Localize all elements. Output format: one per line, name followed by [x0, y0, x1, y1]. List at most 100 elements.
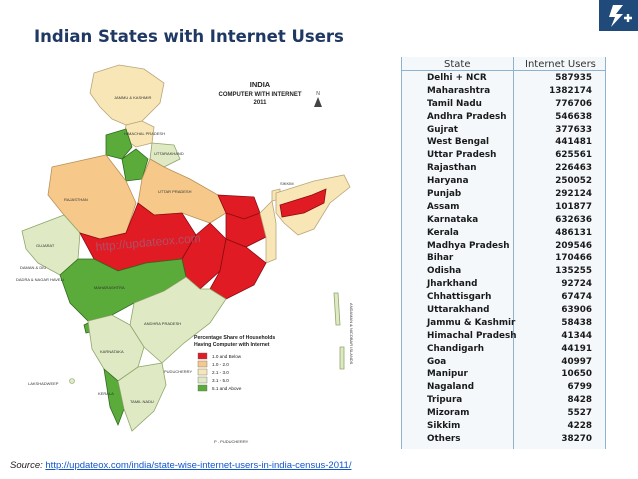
table-row: Jammu & Kashmir 58438 [401, 318, 606, 331]
table-row: Delhi + NCR 587935 [401, 73, 606, 86]
legend-label: 2.1 - 3.0 [212, 370, 229, 375]
table-row: Kerala 486131 [401, 228, 606, 241]
north-arrow-icon: N [314, 91, 322, 107]
state-name: Maharashtra [427, 85, 491, 96]
label-py: PUDUCHERRY [164, 369, 192, 374]
island-lakshadweep [69, 378, 75, 384]
table-row: Gujrat 377633 [401, 125, 606, 138]
state-name: Sikkim [427, 421, 461, 432]
table-row: Karnataka 632636 [401, 215, 606, 228]
state-name: West Bengal [427, 137, 490, 148]
label-rj: RAJASTHAN [64, 197, 88, 202]
table-row: Goa 40997 [401, 357, 606, 370]
table-row: Others 38270 [401, 434, 606, 447]
table-row: Himachal Pradesh 41344 [401, 331, 606, 344]
internet-users-count: 41344 [561, 330, 592, 341]
map-title-2: COMPUTER WITH INTERNET [219, 92, 302, 98]
internet-users-count: 250052 [555, 176, 592, 187]
label-kl: KERALA [98, 391, 114, 396]
internet-users-count: 40997 [561, 356, 592, 367]
internet-users-count: 4228 [567, 421, 592, 432]
label-ap: ANDHRA PRADESH [144, 321, 181, 326]
internet-users-count: 58438 [561, 317, 592, 328]
island-nicobar [339, 346, 345, 370]
source-line: Source: http://updateox.com/india/state-… [10, 460, 351, 471]
source-link[interactable]: http://updateox.com/india/state-wise-int… [45, 460, 352, 471]
table-row: Chhattisgarh 67474 [401, 292, 606, 305]
internet-users-count: 377633 [555, 124, 592, 135]
state-name: Punjab [427, 189, 462, 200]
state-assam [279, 188, 327, 218]
svg-text:N: N [316, 91, 320, 97]
internet-users-count: 486131 [555, 227, 592, 238]
table-row: Andhra Pradesh 546638 [401, 112, 606, 125]
table-row: Uttarakhand 63906 [401, 305, 606, 318]
brand-logo [599, 0, 638, 31]
label-gj: GUJARAT [36, 243, 55, 248]
table-row: Jharkhand 92724 [401, 279, 606, 292]
internet-users-count: 170466 [555, 253, 592, 264]
state-name: Rajasthan [427, 163, 477, 174]
state-name: Kerala [427, 227, 459, 238]
table-row: Rajasthan 226463 [401, 163, 606, 176]
internet-users-count: 226463 [555, 163, 592, 174]
header-state: State [444, 59, 471, 70]
table-row: West Bengal 441481 [401, 137, 606, 150]
internet-users-count: 67474 [561, 292, 592, 303]
table-row: Nagaland 6799 [401, 382, 606, 395]
table-row: Maharashtra 1382174 [401, 86, 606, 99]
state-name: Chhattisgarh [427, 292, 492, 303]
table-row: Sikkim 4228 [401, 421, 606, 434]
table-row: Assam 101877 [401, 202, 606, 215]
state-name: Assam [427, 201, 460, 212]
state-name: Nagaland [427, 382, 475, 393]
internet-users-count: 63906 [561, 305, 592, 316]
internet-users-count: 625561 [555, 150, 592, 161]
label-mh: MAHARASHTRA [94, 285, 125, 290]
state-name: Mizoram [427, 408, 470, 419]
legend-label: 5.1 and Above [212, 386, 242, 391]
internet-users-count: 776706 [555, 98, 592, 109]
state-kerala [103, 367, 125, 427]
state-punjab [105, 128, 133, 160]
internet-users-count: 441481 [555, 137, 592, 148]
table-row: Tamil Nadu 776706 [401, 99, 606, 112]
legend-title-1: Percentage Share of Households [194, 335, 275, 341]
label-tn: TAMIL NADU [130, 399, 154, 404]
slide-title: Indian States with Internet Users [34, 27, 344, 46]
internet-users-count: 92724 [561, 279, 592, 290]
table-row: Odisha 135255 [401, 266, 606, 279]
state-name: Andhra Pradesh [427, 111, 507, 122]
legend-swatch [197, 376, 208, 384]
internet-users-count: 44191 [561, 343, 592, 354]
internet-users-count: 587935 [555, 73, 592, 83]
label-sk: SIKKIM [280, 181, 294, 186]
internet-users-count: 209546 [555, 240, 592, 251]
legend-swatch [197, 352, 208, 360]
internet-users-count: 101877 [555, 201, 592, 212]
internet-users-count: 38270 [561, 433, 592, 444]
label-ka: KARNATAKA [100, 349, 124, 354]
table-row: Uttar Pradesh 625561 [401, 150, 606, 163]
table-row: Haryana 250052 [401, 176, 606, 189]
map-legend: Percentage Share of Households Having Co… [194, 335, 275, 392]
legend-label: 1.0 and Below [212, 354, 242, 359]
state-name: Gujrat [427, 124, 458, 135]
internet-users-count: 8428 [567, 395, 592, 406]
table-body: Delhi + NCR 587935 Maharashtra 1382174 Tamil… [401, 73, 606, 447]
map-title-3: 2011 [253, 100, 267, 106]
state-name: Tamil Nadu [427, 98, 482, 109]
legend-swatch [197, 368, 208, 376]
state-tamil-nadu [117, 362, 167, 432]
table-row: Bihar 170466 [401, 253, 606, 266]
table-row: Tripura 8428 [401, 395, 606, 408]
india-map-figure: INDIA COMPUTER WITH INTERNET 2011 JAMMU … [16, 64, 354, 444]
state-name: Uttarakhand [427, 305, 490, 316]
label-hp: HIMACHAL PRADESH [124, 131, 165, 136]
internet-users-count: 135255 [555, 266, 592, 277]
state-name: Himachal Pradesh [427, 330, 517, 341]
state-name: Manipur [427, 369, 468, 380]
label-ani: ANDAMAN & NICOBAR ISLANDS [349, 303, 354, 365]
label-jk: JAMMU & KASHMIR [114, 95, 151, 100]
header-internet-users: Internet Users [525, 59, 596, 70]
